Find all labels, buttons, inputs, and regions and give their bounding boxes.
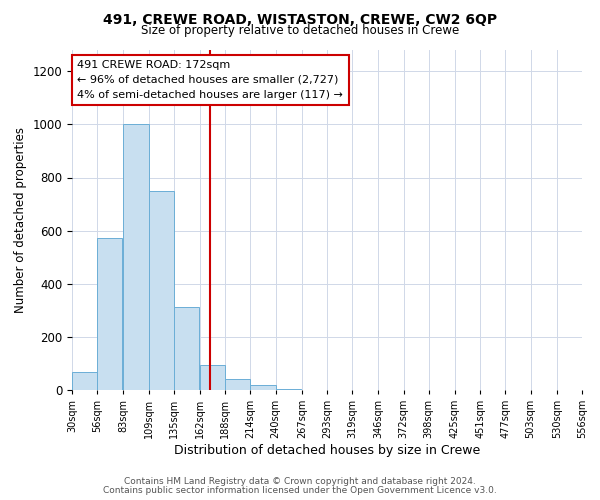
- Bar: [72, 372, 97, 390]
- Y-axis label: Number of detached properties: Number of detached properties: [14, 127, 27, 313]
- Bar: [97, 238, 122, 390]
- X-axis label: Distribution of detached houses by size in Crewe: Distribution of detached houses by size …: [174, 444, 480, 457]
- Text: Contains HM Land Registry data © Crown copyright and database right 2024.: Contains HM Land Registry data © Crown c…: [124, 477, 476, 486]
- Bar: [250, 385, 275, 390]
- Bar: [225, 378, 250, 390]
- Bar: [124, 124, 149, 390]
- Text: Size of property relative to detached houses in Crewe: Size of property relative to detached ho…: [141, 24, 459, 37]
- Text: 491, CREWE ROAD, WISTASTON, CREWE, CW2 6QP: 491, CREWE ROAD, WISTASTON, CREWE, CW2 6…: [103, 12, 497, 26]
- Text: Contains public sector information licensed under the Open Government Licence v3: Contains public sector information licen…: [103, 486, 497, 495]
- Bar: [275, 388, 301, 390]
- Bar: [149, 192, 174, 390]
- Bar: [174, 306, 199, 390]
- Text: 491 CREWE ROAD: 172sqm
← 96% of detached houses are smaller (2,727)
4% of semi-d: 491 CREWE ROAD: 172sqm ← 96% of detached…: [77, 60, 343, 100]
- Bar: [200, 365, 225, 390]
